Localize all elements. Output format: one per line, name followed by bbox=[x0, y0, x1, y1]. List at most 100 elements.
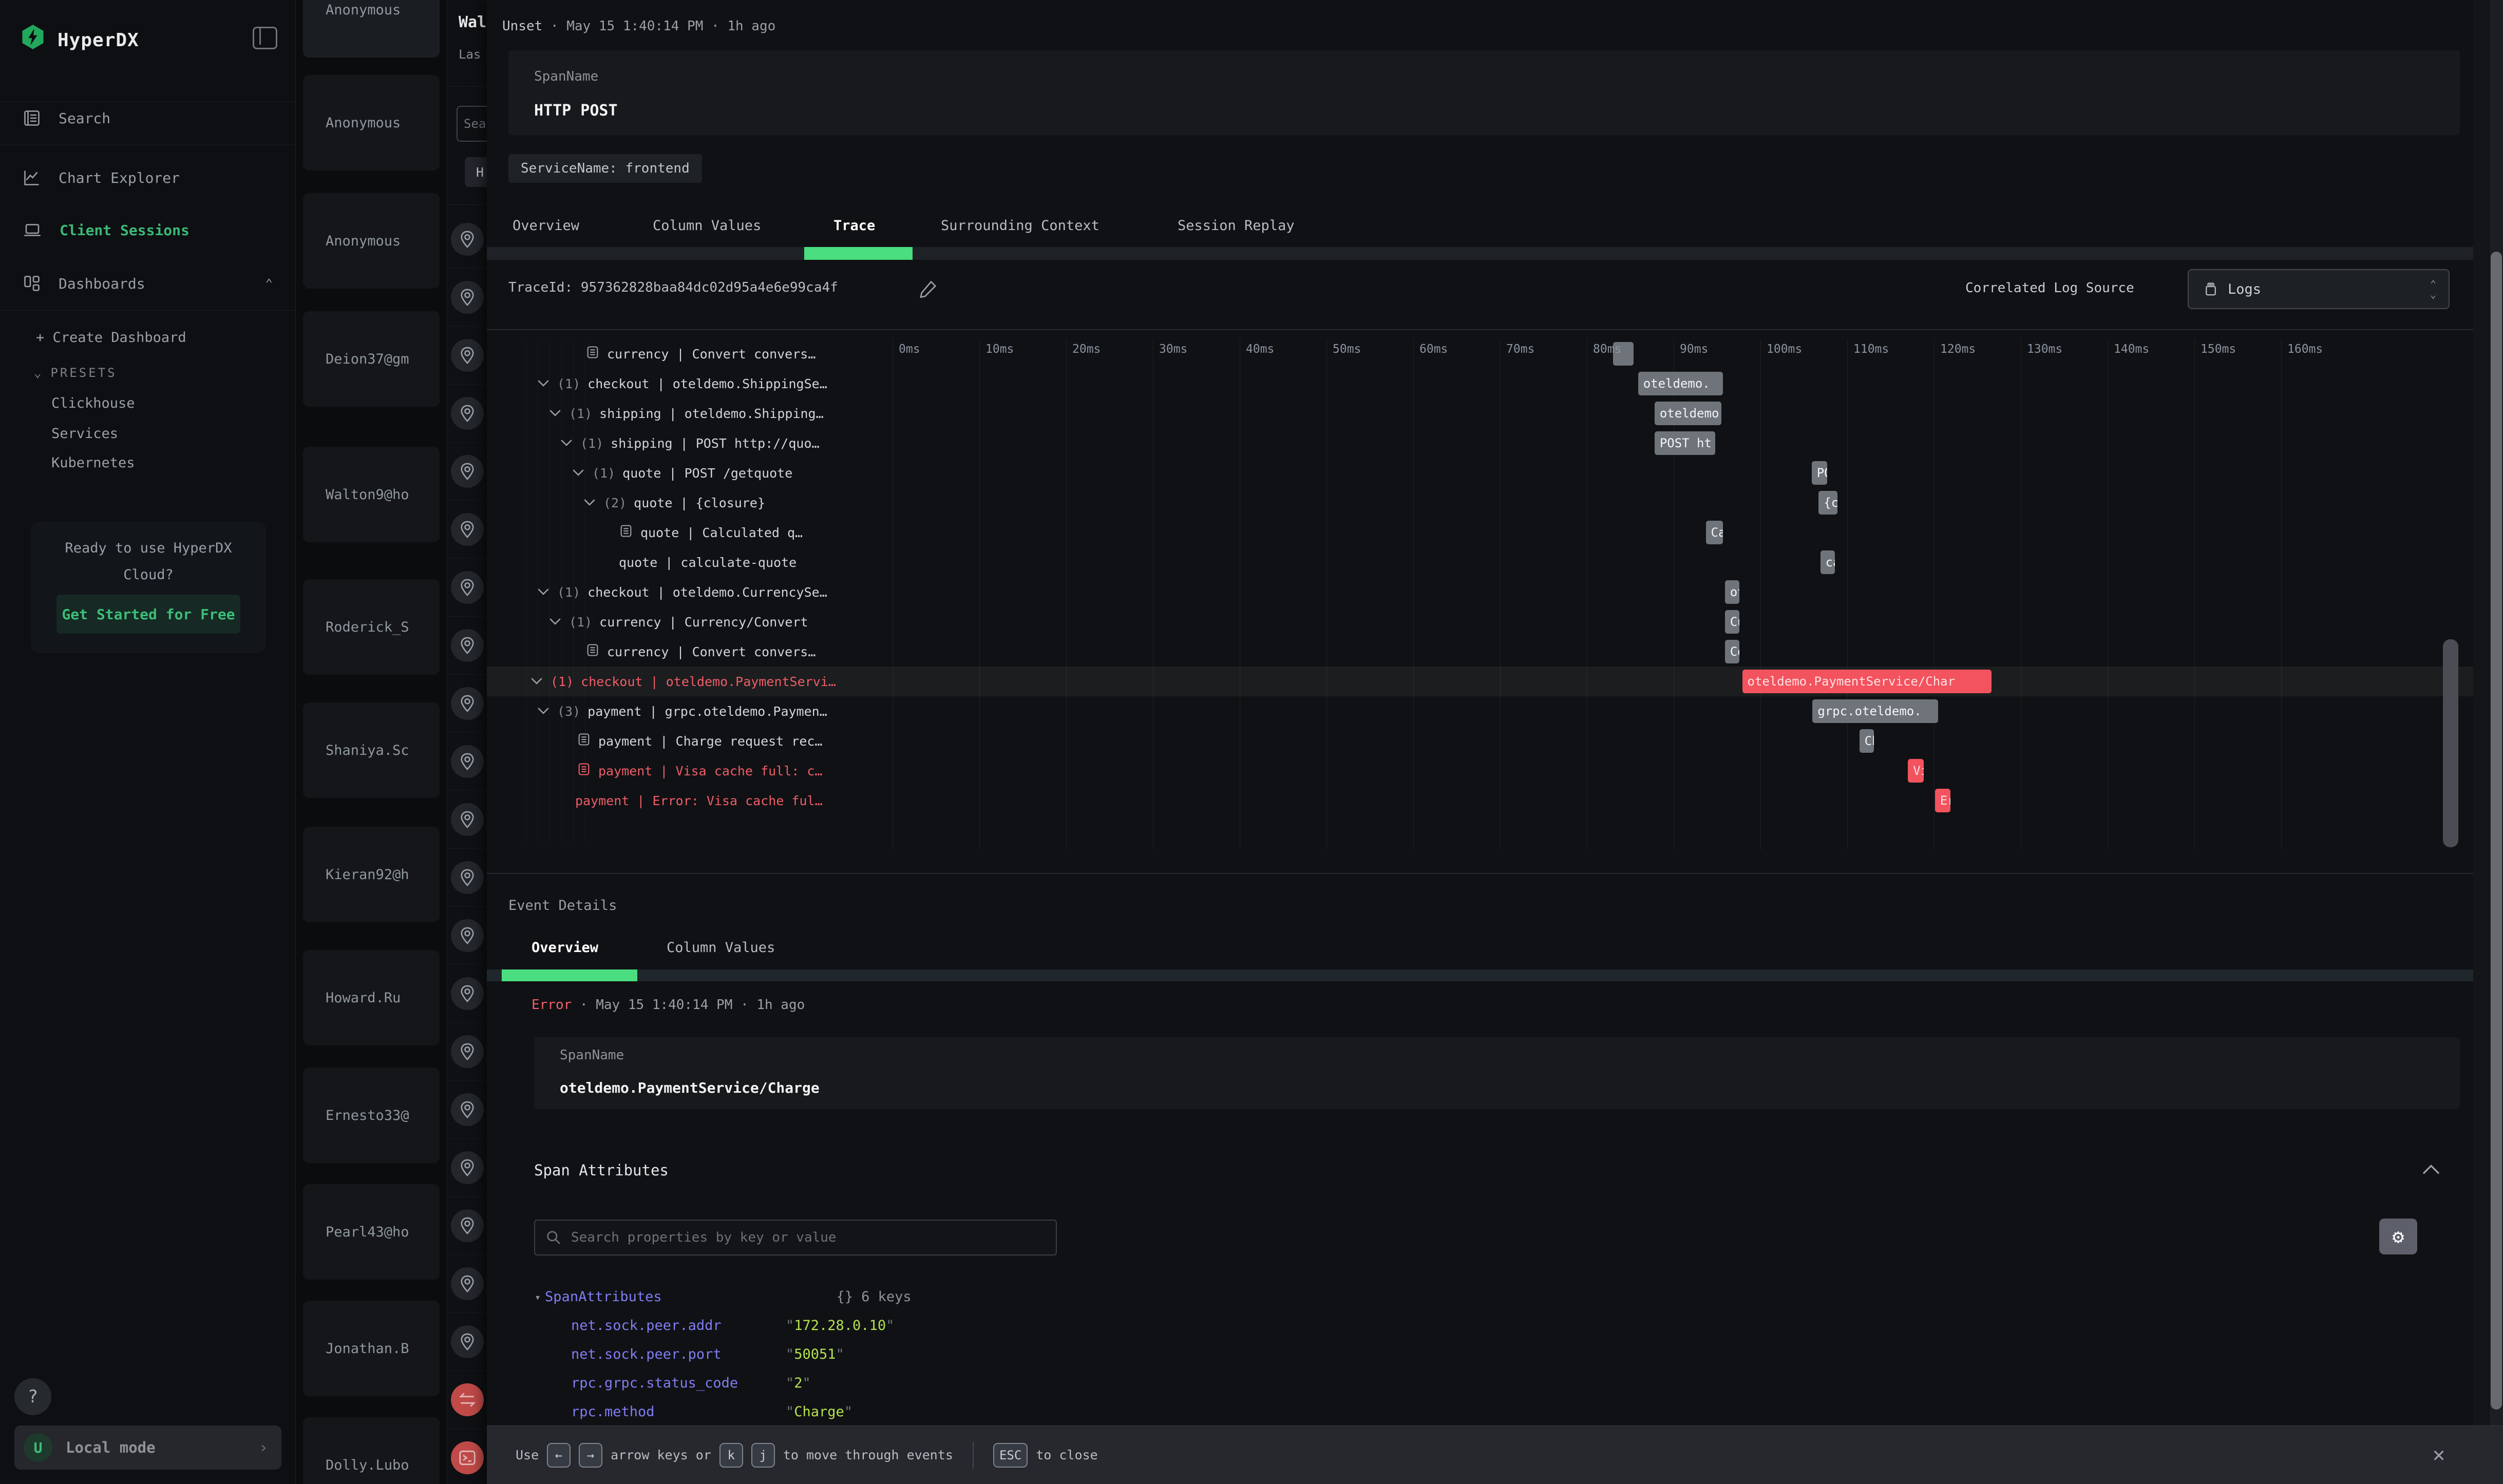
map-pin-icon[interactable] bbox=[451, 512, 484, 546]
get-started-button[interactable]: Get Started for Free bbox=[56, 595, 240, 634]
span-duration-bar[interactable]: {c bbox=[1818, 491, 1838, 515]
sidebar-item-client-sessions[interactable]: Client Sessions bbox=[0, 210, 295, 251]
map-pin-icon[interactable] bbox=[451, 629, 484, 662]
span-duration-bar[interactable]: ot bbox=[1724, 580, 1740, 604]
local-mode-button[interactable]: U Local mode › bbox=[14, 1425, 281, 1470]
span-duration-bar[interactable]: ca bbox=[1820, 550, 1835, 574]
span-duration-bar[interactable]: oteldemo.PaymentService/Char bbox=[1742, 670, 1992, 693]
log-source-select[interactable]: Logs ⌃ ⌄ bbox=[2188, 269, 2450, 309]
trace-span-row[interactable]: currency | Convert convers… Co bbox=[487, 637, 2488, 667]
chevron-down-icon[interactable] bbox=[537, 585, 550, 600]
session-card[interactable]: Jonathan.B bbox=[303, 1301, 440, 1396]
map-pin-icon[interactable] bbox=[451, 1267, 484, 1300]
map-pin-icon[interactable] bbox=[451, 1035, 484, 1068]
map-pin-icon[interactable] bbox=[451, 396, 484, 430]
session-card[interactable]: Shaniya.Sc bbox=[303, 702, 440, 798]
modal-body-scrollbar-track[interactable] bbox=[2473, 0, 2489, 1425]
trace-span-row[interactable]: (1) checkout | oteldemo.ShippingSe… otelde… bbox=[487, 369, 2488, 398]
map-pin-icon[interactable] bbox=[451, 687, 484, 720]
map-pin-icon[interactable] bbox=[451, 919, 484, 952]
tab-trace[interactable]: Trace bbox=[833, 218, 876, 234]
map-pin-icon[interactable] bbox=[451, 1093, 484, 1126]
session-card[interactable]: Pearl43@ho bbox=[303, 1184, 440, 1280]
kbd-arrow-left[interactable]: ← bbox=[547, 1442, 571, 1468]
trace-span-row[interactable]: currency | Convert convers… bbox=[487, 339, 2488, 369]
session-card[interactable]: Anonymous bbox=[303, 0, 440, 58]
span-duration-bar[interactable]: Er bbox=[1935, 789, 1951, 812]
close-icon[interactable]: ✕ bbox=[2432, 1443, 2445, 1467]
trace-span-row[interactable]: (2) quote | {closure} {c bbox=[487, 488, 2488, 518]
chevron-down-icon[interactable] bbox=[537, 704, 550, 719]
event-details-tab-column-values[interactable]: Column Values bbox=[667, 940, 775, 956]
chevron-down-icon[interactable] bbox=[583, 496, 596, 510]
map-pin-icon[interactable] bbox=[451, 280, 484, 314]
attributes-settings-button[interactable]: ⚙ bbox=[2379, 1219, 2417, 1254]
trace-span-row[interactable]: payment | Visa cache full: c… Vi bbox=[487, 756, 2488, 786]
terminal-icon[interactable] bbox=[451, 1441, 484, 1474]
trace-span-row[interactable]: (3) payment | grpc.oteldemo.Paymen… grpc.o… bbox=[487, 696, 2488, 726]
map-pin-icon[interactable] bbox=[451, 338, 484, 372]
attr-tree-root[interactable]: ▾ SpanAttributes {} 6 keys bbox=[535, 1289, 912, 1305]
kbd-k[interactable]: k bbox=[719, 1442, 743, 1468]
session-card[interactable]: Kieran92@h bbox=[303, 827, 440, 922]
edit-pencil-icon[interactable] bbox=[918, 277, 939, 300]
span-duration-bar[interactable]: PO bbox=[1811, 461, 1828, 485]
chevron-down-icon[interactable] bbox=[530, 674, 543, 689]
span-duration-bar[interactable]: Cu bbox=[1724, 610, 1740, 634]
sidebar-preset-kubernetes[interactable]: Kubernetes bbox=[51, 455, 135, 471]
trace-span-row[interactable]: payment | Error: Visa cache ful… Er bbox=[487, 786, 2488, 815]
collapse-chevron-icon[interactable] bbox=[2421, 1162, 2441, 1177]
span-duration-bar[interactable]: oteldemo bbox=[1654, 402, 1721, 425]
span-duration-bar[interactable]: Co bbox=[1724, 640, 1740, 663]
event-details-tab-overview[interactable]: Overview bbox=[532, 940, 599, 956]
session-card[interactable]: Anonymous bbox=[303, 75, 440, 170]
help-button[interactable]: ? bbox=[14, 1378, 51, 1415]
chevron-down-icon[interactable] bbox=[548, 406, 562, 421]
chevron-down-icon[interactable] bbox=[537, 376, 550, 391]
trace-span-row[interactable]: payment | Charge request rec… Ch bbox=[487, 726, 2488, 756]
trace-span-row[interactable]: (1) checkout | oteldemo.PaymentServi… otel… bbox=[487, 667, 2488, 696]
service-name-badge[interactable]: ServiceName: frontend bbox=[508, 154, 702, 183]
trace-span-row[interactable]: (1) quote | POST /getquote PO bbox=[487, 458, 2488, 488]
sidebar-preset-services[interactable]: Services bbox=[51, 426, 119, 442]
span-duration-bar[interactable]: Ca bbox=[1705, 521, 1723, 544]
tab-session-replay[interactable]: Session Replay bbox=[1178, 218, 1295, 234]
session-card[interactable]: Walton9@ho bbox=[303, 447, 440, 542]
chevron-down-icon[interactable] bbox=[560, 436, 573, 451]
map-pin-icon[interactable] bbox=[451, 745, 484, 778]
session-card[interactable]: Anonymous bbox=[303, 193, 440, 289]
session-card[interactable]: Ernesto33@ bbox=[303, 1068, 440, 1163]
map-pin-icon[interactable] bbox=[451, 1209, 484, 1242]
map-pin-icon[interactable] bbox=[451, 861, 484, 894]
span-duration-bar[interactable]: grpc.oteldemo. bbox=[1812, 699, 1939, 723]
map-pin-icon[interactable] bbox=[451, 977, 484, 1010]
tab-overview[interactable]: Overview bbox=[513, 218, 580, 234]
chevron-up-icon[interactable]: ⌃ bbox=[265, 276, 273, 291]
span-duration-bar[interactable]: Vi bbox=[1908, 759, 1924, 783]
sidebar-item-chart-explorer[interactable]: Chart Explorer bbox=[0, 157, 295, 198]
trace-span-row[interactable]: (1) shipping | POST http://quo… POST ht bbox=[487, 428, 2488, 458]
map-pin-icon[interactable] bbox=[451, 803, 484, 836]
span-duration-bar[interactable]: POST ht bbox=[1654, 431, 1716, 455]
kbd-esc[interactable]: ESC bbox=[993, 1442, 1028, 1468]
trace-span-row[interactable]: (1) checkout | oteldemo.CurrencySe… ot bbox=[487, 577, 2488, 607]
chevron-down-icon[interactable] bbox=[572, 466, 585, 481]
create-dashboard-link[interactable]: + Create Dashboard bbox=[36, 330, 186, 346]
map-pin-icon[interactable] bbox=[451, 1325, 484, 1358]
trace-span-row[interactable]: (1) currency | Currency/Convert Cu bbox=[487, 607, 2488, 637]
session-card[interactable]: Dolly.Lubo bbox=[303, 1417, 440, 1484]
modal-scrollbar-thumb[interactable] bbox=[2491, 252, 2502, 1410]
span-duration-bar[interactable]: oteldemo. bbox=[1638, 372, 1723, 395]
span-duration-bar[interactable]: Ch bbox=[1859, 729, 1874, 753]
attributes-search-input[interactable]: Search properties by key or value bbox=[534, 1220, 1057, 1255]
tab-column-values[interactable]: Column Values bbox=[653, 218, 762, 234]
kbd-arrow-right[interactable]: → bbox=[579, 1442, 603, 1468]
sidebar-item-search[interactable]: Search bbox=[0, 98, 295, 139]
sidebar-item-dashboards[interactable]: Dashboards ⌃ bbox=[0, 263, 295, 304]
map-pin-icon[interactable] bbox=[451, 222, 484, 256]
sidebar-preset-clickhouse[interactable]: Clickhouse bbox=[51, 395, 135, 411]
map-pin-icon[interactable] bbox=[451, 1151, 484, 1184]
tab-surrounding-context[interactable]: Surrounding Context bbox=[941, 218, 1099, 234]
presets-header[interactable]: ⌄ PRESETS bbox=[34, 366, 117, 380]
session-card[interactable]: Deion37@gm bbox=[303, 311, 440, 407]
